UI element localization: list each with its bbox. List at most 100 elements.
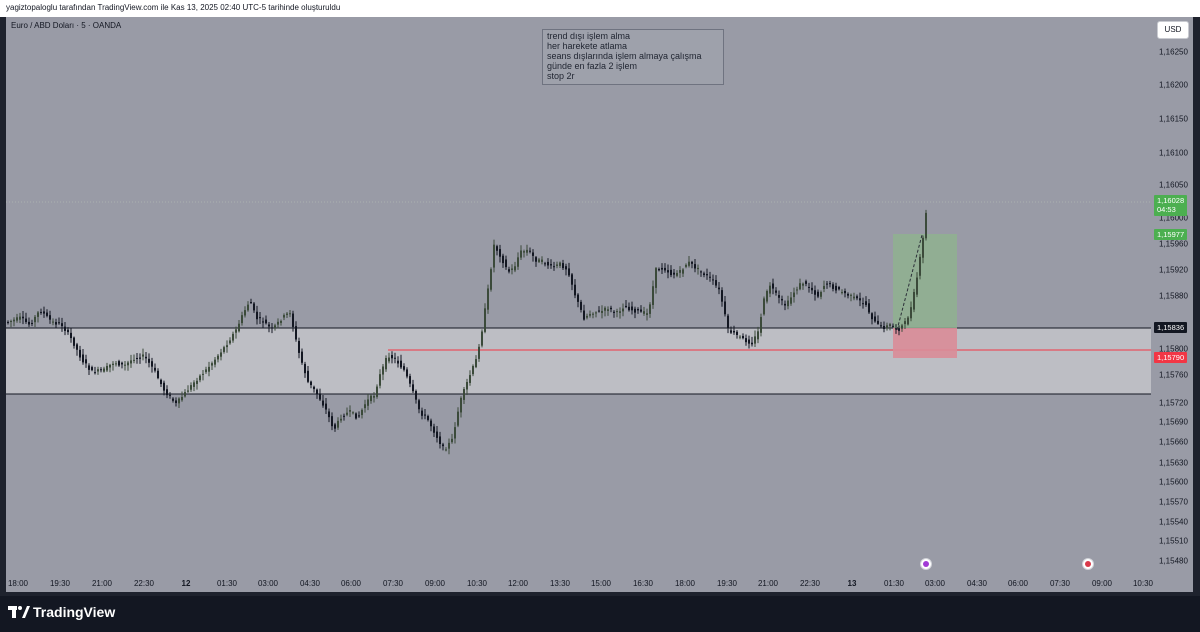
candle-body — [448, 442, 450, 449]
candle-body — [538, 259, 540, 262]
candle-body — [865, 301, 867, 305]
candle-body — [925, 212, 927, 239]
candle-body — [142, 354, 144, 357]
candle-body — [13, 319, 15, 322]
candle-body — [703, 273, 705, 276]
candle-body — [757, 331, 759, 340]
candle-body — [274, 325, 276, 329]
candle-body — [70, 332, 72, 339]
time-tick: 18:00 — [7, 579, 29, 588]
candle-body — [592, 313, 594, 315]
candle-body — [733, 330, 735, 333]
time-tick: 18:00 — [674, 579, 696, 588]
candle-body — [106, 365, 108, 371]
candle-body — [802, 283, 804, 286]
candle-body — [463, 389, 465, 400]
price-tick: 1,16250 — [1159, 47, 1188, 57]
candle-body — [769, 285, 771, 294]
candle-body — [148, 358, 150, 363]
candle-body — [679, 270, 681, 273]
candle-body — [691, 261, 693, 264]
candle-body — [646, 313, 648, 315]
note-line: trend dışı işlem alma — [547, 31, 631, 41]
currency-button[interactable]: USD — [1157, 21, 1189, 39]
candle-body — [304, 363, 306, 374]
candle-body — [172, 398, 174, 401]
note-line: her harekete atlama — [547, 41, 628, 51]
candle-body — [715, 280, 717, 286]
candle-body — [412, 384, 414, 392]
candle-body — [871, 313, 873, 320]
price-tick: 1,15480 — [1159, 556, 1188, 566]
candle-body — [238, 323, 240, 332]
candle-body — [598, 310, 600, 312]
candle-body — [445, 449, 447, 451]
candle-body — [760, 317, 762, 333]
candle-body — [46, 312, 48, 316]
candle-body — [181, 397, 183, 401]
candle-body — [340, 418, 342, 421]
candle-body — [676, 272, 678, 276]
candle-body — [409, 376, 411, 384]
time-axis[interactable]: 18:00 19:30 21:00 22:30 12 01:30 03:00 04:30 06:… — [6, 575, 1193, 592]
us-flag-event-icon[interactable] — [1082, 558, 1094, 570]
candle-body — [367, 399, 369, 406]
candle-body — [532, 252, 534, 256]
candle-body — [55, 322, 57, 325]
candle-body — [895, 328, 897, 330]
time-tick: 21:00 — [757, 579, 779, 588]
candle-body — [379, 374, 381, 386]
candle-body — [277, 321, 279, 325]
candle-body — [310, 381, 312, 386]
price-tick: 1,15570 — [1159, 497, 1188, 507]
candle-body — [295, 326, 297, 340]
candle-body — [523, 251, 525, 253]
candle-body — [94, 372, 96, 374]
time-tick: 22:30 — [133, 579, 155, 588]
candle-body — [712, 279, 714, 281]
tradingview-logo-icon — [8, 606, 30, 618]
chart-pane[interactable] — [6, 17, 1151, 575]
price-tick: 1,15600 — [1159, 477, 1188, 487]
candle-body — [697, 267, 699, 270]
candle-body — [913, 292, 915, 310]
candle-body — [136, 357, 138, 359]
candle-body — [649, 304, 651, 314]
time-tick: 09:00 — [1091, 579, 1113, 588]
candle-body — [811, 287, 813, 291]
candle-body — [406, 369, 408, 377]
candle-body — [157, 370, 159, 379]
candle-body — [910, 307, 912, 319]
candle-body — [880, 325, 882, 327]
time-tick: 12:00 — [507, 579, 529, 588]
candle-body — [631, 306, 633, 311]
candle-body — [202, 373, 204, 375]
candle-body — [154, 367, 156, 371]
price-chart[interactable] — [6, 17, 1151, 575]
text-note[interactable]: trend dışı işlem alma her harekete atlama… — [542, 29, 724, 85]
support-zone — [6, 328, 1151, 394]
candle-body — [514, 266, 516, 271]
time-tick: 10:30 — [466, 579, 488, 588]
candle-body — [163, 382, 165, 391]
candle-body — [754, 336, 756, 344]
candle-body — [784, 303, 786, 306]
candle-body — [229, 340, 231, 344]
candle-body — [730, 330, 732, 333]
candle-body — [289, 313, 291, 315]
candle-body — [511, 268, 513, 270]
candle-body — [829, 283, 831, 285]
candle-body — [382, 366, 384, 375]
price-axis[interactable]: 1,16250 1,16200 1,16150 1,16100 1,16050 1,160… — [1151, 17, 1193, 575]
candle-body — [883, 326, 885, 329]
candle-body — [667, 270, 669, 273]
candle-body — [766, 291, 768, 302]
symbol-title[interactable]: Euro / ABD Doları · 5 · OANDA — [11, 21, 122, 30]
lightning-event-icon[interactable] — [920, 558, 932, 570]
price-tick: 1,15920 — [1159, 265, 1188, 275]
candle-body — [661, 267, 663, 270]
candle-body — [433, 426, 435, 433]
candle-body — [430, 420, 432, 427]
candle-body — [700, 271, 702, 273]
candle-body — [835, 285, 837, 291]
